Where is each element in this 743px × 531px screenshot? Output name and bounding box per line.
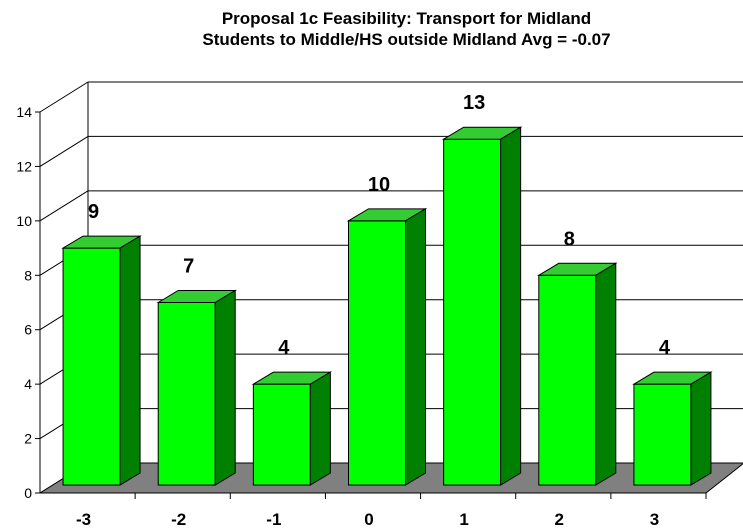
bar-side [309,371,331,486]
gridline-depth [39,81,89,113]
x-tick-label: -2 [171,510,186,529]
data-label: 8 [564,228,575,250]
bar-side [214,289,236,486]
gridline-depth [39,136,89,167]
data-label: 7 [183,256,194,278]
chart-title: Proposal 1c Feasibility: Transport for M… [0,8,743,50]
y-tick-label: 0 [24,485,32,501]
x-tick-label: 1 [459,510,468,529]
y-tick-label: 2 [24,431,32,447]
data-label: 13 [463,92,485,114]
y-tick-label: 14 [16,104,32,120]
bar-side [500,126,522,486]
y-tick-label: 10 [16,213,32,229]
bar-front [348,220,406,486]
data-label: 4 [659,337,671,359]
y-tick-label: 8 [24,267,32,283]
bar-side [690,371,712,486]
y-tick-label: 4 [24,376,32,392]
bar-front [443,138,502,486]
x-tick-label: -1 [266,510,281,529]
bar-front [62,247,121,486]
y-tick-label: 12 [16,158,32,174]
x-tick-label: 3 [650,510,659,529]
x-tick-label: 2 [555,510,564,529]
bar-side [119,235,141,486]
bar-side [405,207,426,486]
bar-front [633,383,692,486]
bar-front [252,383,311,486]
bar-front [157,302,216,486]
x-tick-label: 0 [364,510,373,529]
chart-title-line-2: Students to Middle/HS outside Midland Av… [202,30,611,49]
data-label: 10 [368,174,390,196]
chart-title-line-1: Proposal 1c Feasibility: Transport for M… [221,9,592,28]
bar-front [538,274,597,486]
bar-side [595,262,617,486]
data-label: 4 [278,337,290,359]
data-label: 9 [88,201,99,223]
gridline-depth [39,190,89,222]
y-tick-label: 6 [24,322,32,338]
x-tick-label: -3 [76,510,91,529]
